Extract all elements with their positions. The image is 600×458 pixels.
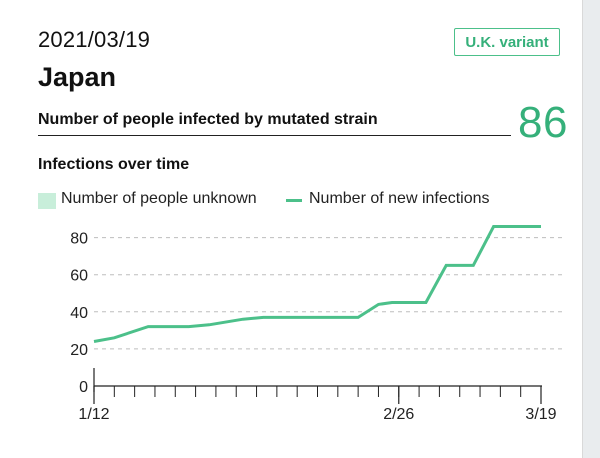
metric-label: Number of people infected by mutated str… [38,111,378,128]
legend-unknown-label: Number of people unknown [61,190,257,207]
variant-badge[interactable]: U.K. variant [454,28,560,56]
x-tick-label: 3/19 [525,406,556,423]
legend-new-label: Number of new infections [309,190,490,207]
y-tick-label-40: 40 [70,305,88,322]
report-date: 2021/03/19 [38,27,151,52]
section-title: Infections over time [38,156,190,173]
y-tick-label-0: 0 [79,379,88,396]
x-tick-label: 1/12 [78,406,109,423]
y-tick-label-60: 60 [70,268,88,285]
legend-new-swatch [286,199,302,202]
y-tick-label-80: 80 [70,231,88,248]
series-line-new-infections [93,225,541,343]
metric-divider [38,135,511,136]
country-title: Japan [38,62,117,92]
metric-value: 86 [518,98,568,147]
infections-line-chart: 0 20 40 60 80 1/12 2/26 3/19 [70,225,562,423]
x-tick-label: 2/26 [383,406,414,423]
infection-card: 2021/03/19 U.K. variant Japan Number of … [0,0,583,458]
legend-unknown-swatch [38,193,56,209]
y-tick-label-20: 20 [70,342,88,359]
